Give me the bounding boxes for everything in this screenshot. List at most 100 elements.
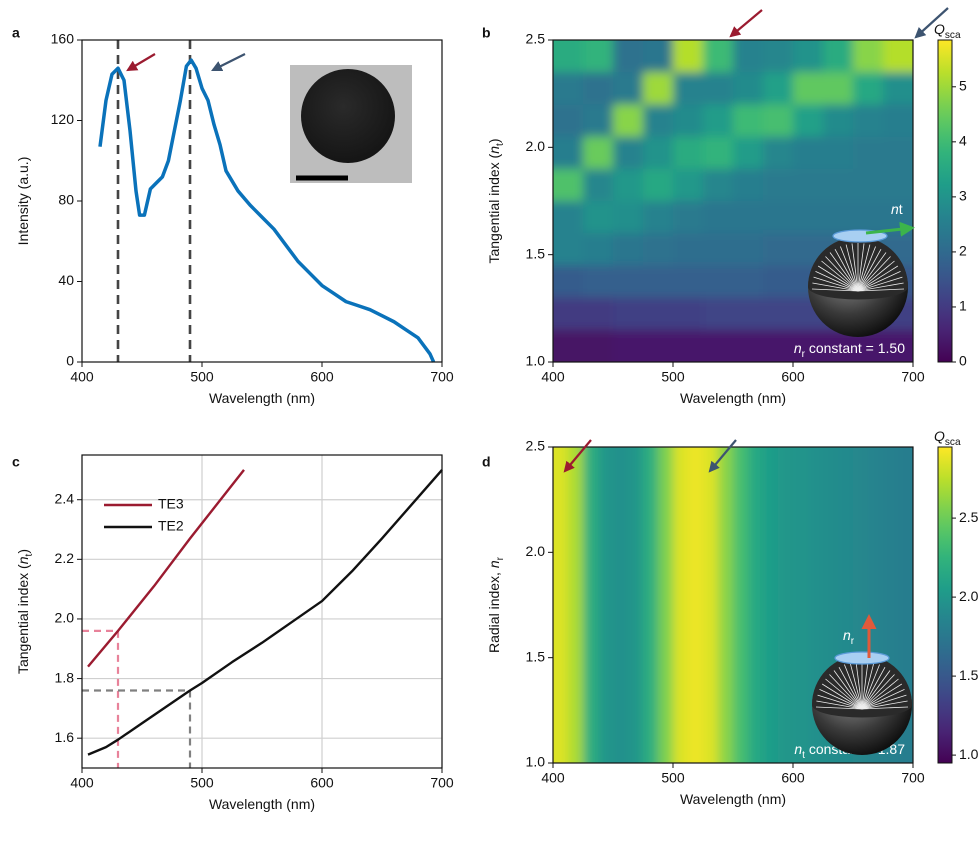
sphere-fiber xyxy=(816,700,863,710)
heatmap-cell xyxy=(883,329,913,362)
heatmap-cell xyxy=(673,447,689,763)
colorbar-tick-label: 4 xyxy=(959,133,967,149)
sphere-fiber xyxy=(849,662,863,710)
inset-label-part: n xyxy=(891,201,899,217)
panel-label: b xyxy=(482,25,491,41)
colorbar-tick-label: 5 xyxy=(959,77,967,93)
colorbar-label: Qsca xyxy=(934,21,961,41)
legend-label: TE3 xyxy=(158,496,184,512)
inset-label: nr xyxy=(843,627,855,647)
sphere-fiber xyxy=(838,666,863,710)
heatmap-cell xyxy=(553,136,584,169)
heatmap-cell xyxy=(613,136,644,169)
annotation-part: n xyxy=(794,340,802,356)
sphere-fiber xyxy=(857,271,901,292)
colorbar-tick-label: 0 xyxy=(959,353,967,369)
heatmap-cell xyxy=(703,136,734,169)
y-tick-label: 2.5 xyxy=(526,438,546,454)
x-tick-label: 500 xyxy=(661,770,685,786)
heatmap-cell xyxy=(823,103,854,137)
heatmap-cell xyxy=(643,297,674,330)
x-tick-label: 600 xyxy=(310,369,334,385)
sphere-fiber xyxy=(861,661,869,710)
heatmap-cell xyxy=(793,329,824,362)
heatmap-cell xyxy=(583,136,614,169)
sphere-fiber xyxy=(829,674,863,710)
heatmap-cell xyxy=(583,329,614,362)
heatmap-cell xyxy=(673,71,704,105)
tem-inset xyxy=(290,65,412,183)
y-tick-label: 1.8 xyxy=(55,669,75,685)
heatmap-cell xyxy=(823,71,854,105)
y-axis-label: Tangential index (nt) xyxy=(486,138,506,263)
heatmap-cell xyxy=(643,71,674,105)
direction-arrow xyxy=(865,221,915,237)
sphere-fiber xyxy=(834,248,859,292)
sphere-fiber xyxy=(857,276,903,292)
heatmap-cell xyxy=(553,200,584,234)
heatmap-cell xyxy=(763,103,794,137)
y-axis-label: Tangential index (nt) xyxy=(15,549,35,674)
heatmap-cell xyxy=(613,200,644,234)
sphere-fiber xyxy=(825,256,859,292)
y-tick-label: 1.0 xyxy=(526,353,546,369)
heatmap-cell xyxy=(763,71,794,105)
heatmap-cell xyxy=(703,329,734,362)
x-tick-label: 500 xyxy=(190,775,214,791)
heatmap-cell xyxy=(553,297,584,330)
x-tick-label: 600 xyxy=(781,369,805,385)
heatmap-cell xyxy=(658,447,674,763)
x-tick-label: 400 xyxy=(70,775,94,791)
heatmap-cell xyxy=(733,232,764,266)
heatmap-cell xyxy=(703,232,734,266)
heatmap-cell xyxy=(853,40,884,73)
heatmap-cell xyxy=(583,297,614,330)
heatmap-cell xyxy=(733,40,764,73)
heatmap-cell xyxy=(703,297,734,330)
pointer-arrow xyxy=(708,439,737,473)
inset-label: nt xyxy=(891,201,903,217)
sphere-fiber xyxy=(857,265,899,292)
heatmap-cell xyxy=(643,232,674,266)
y-tick-label: 2.5 xyxy=(526,31,546,47)
heatmap-cell xyxy=(883,168,913,201)
y-tick-label: 2.0 xyxy=(526,138,546,154)
heatmap-cell xyxy=(733,136,764,169)
heatmap-cell xyxy=(643,103,674,137)
sphere-inset xyxy=(812,655,912,755)
sphere-fiber xyxy=(825,678,863,710)
sphere-fiber xyxy=(857,246,876,292)
y-tick-label: 80 xyxy=(58,192,74,208)
y-tick-label: 1.6 xyxy=(55,729,75,745)
x-axis-label: Wavelength (nm) xyxy=(209,796,315,812)
y-tick-label: 1.0 xyxy=(526,754,546,770)
heatmap-cell xyxy=(583,264,614,298)
annotation-part: n xyxy=(794,741,802,757)
pointer-arrow xyxy=(563,439,592,473)
y-axis-label-part: Tangential index ( xyxy=(15,564,31,674)
sphere-fiber xyxy=(845,244,859,292)
heatmap-cells xyxy=(553,447,913,763)
heatmap-cell xyxy=(793,71,824,105)
pointer-arrow xyxy=(914,7,949,39)
sphere-fiber xyxy=(857,256,891,292)
heatmap-cell xyxy=(613,232,644,266)
heatmap-cell xyxy=(763,136,794,169)
heatmap-cell xyxy=(793,40,824,73)
heatmap-cell xyxy=(763,200,794,234)
sphere-fiber xyxy=(851,243,859,292)
heatmap-cell xyxy=(583,71,614,105)
heatmap xyxy=(553,447,913,763)
heatmap-cell xyxy=(643,168,674,201)
annotation-part: t xyxy=(802,750,805,761)
x-axis-label-part: Wavelength (nm) xyxy=(209,796,315,812)
heatmap-cell xyxy=(733,329,764,362)
sphere-fiber xyxy=(855,661,863,710)
heatmap-cell xyxy=(703,447,719,763)
x-tick-label: 400 xyxy=(70,369,94,385)
heatmap-cell xyxy=(643,447,659,763)
x-tick-label: 600 xyxy=(310,775,334,791)
heatmap-cell xyxy=(733,447,749,763)
heatmap-cell xyxy=(583,447,599,763)
sphere-fiber xyxy=(857,243,865,292)
